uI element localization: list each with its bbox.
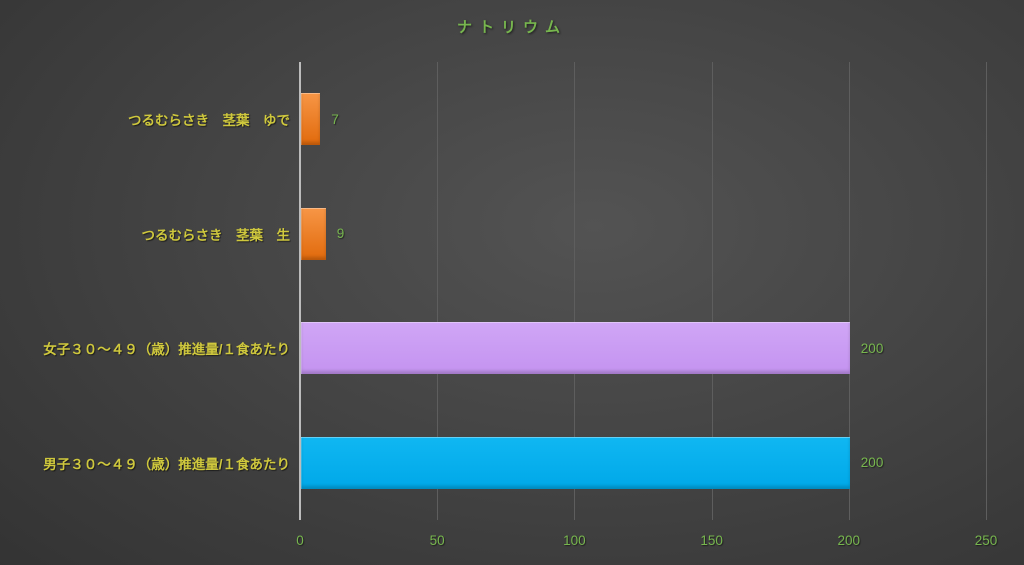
category-label: 女子３０～４９（歳）推進量/１食あたり [43, 342, 290, 358]
chart-title: ナトリウム [456, 19, 567, 36]
x-tick-label-150: 150 [700, 533, 723, 548]
x-tick-label-250: 250 [974, 533, 998, 548]
value-label: 200 [860, 455, 884, 471]
category-label: つるむらさき 茎葉 生 [141, 227, 291, 243]
x-tick-label-0: 0 [296, 533, 304, 548]
gridline-100 [574, 62, 576, 520]
category-label: つるむらさき 茎葉 ゆで [128, 113, 290, 129]
bar-series-2 [301, 322, 850, 375]
value-label: 7 [331, 111, 339, 127]
x-axis-labels: 0 50 100 150 200 250 [296, 533, 997, 555]
category-axis: つるむらさき 茎葉 ゆでつるむらさき 茎葉 生女子３０～４９（歳）推進量/１食あ… [0, 62, 290, 520]
value-label: 9 [336, 226, 345, 242]
x-tick-label-50: 50 [429, 533, 445, 548]
value-label: 200 [860, 340, 884, 356]
value-axis-line [299, 62, 301, 520]
gridline-200 [848, 62, 850, 520]
bar-series-0 [301, 93, 321, 146]
x-tick-label-100: 100 [563, 533, 586, 548]
gridline-50 [437, 62, 439, 520]
gridline-250 [986, 62, 987, 520]
category-label: 男子３０～４９（歳）推進量/１食あたり [43, 456, 290, 472]
plot-area: 7 9 200 200 [299, 62, 987, 520]
bar-series-1 [301, 207, 326, 260]
x-tick-label-200: 200 [837, 533, 861, 548]
gridline-150 [711, 62, 713, 520]
bar-series-3 [301, 436, 850, 489]
